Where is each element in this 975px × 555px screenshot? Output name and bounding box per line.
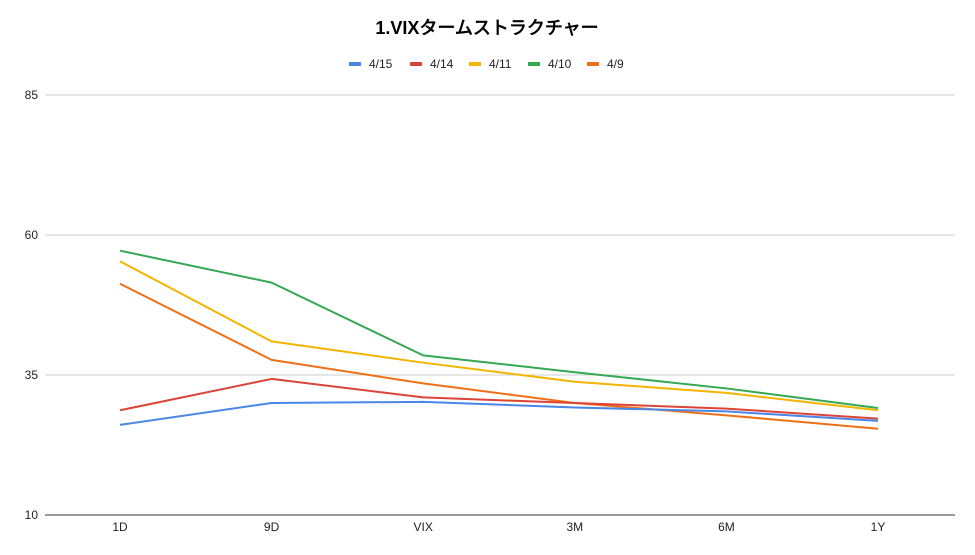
y-tick-label: 10 bbox=[25, 508, 39, 522]
series-line[interactable] bbox=[119, 377, 879, 420]
legend-label: 4/14 bbox=[430, 57, 454, 71]
series-line[interactable] bbox=[119, 249, 879, 410]
x-axis: 1D 9D VIX 3M 6M 1Y bbox=[112, 520, 885, 534]
x-tick-label: 3M bbox=[566, 520, 583, 534]
legend-label: 4/15 bbox=[369, 57, 393, 71]
legend-item[interactable]: 4/10 bbox=[528, 57, 572, 71]
legend-item[interactable]: 4/15 bbox=[349, 57, 393, 71]
y-tick-label: 35 bbox=[25, 368, 39, 382]
x-tick-label: VIX bbox=[414, 520, 433, 534]
legend-item[interactable]: 4/14 bbox=[410, 57, 454, 71]
legend-item[interactable]: 4/11 bbox=[469, 57, 512, 71]
legend: 4/15 4/14 4/11 4/10 4/9 bbox=[349, 57, 624, 71]
y-tick-label: 60 bbox=[25, 228, 39, 242]
legend-label: 4/10 bbox=[548, 57, 572, 71]
x-tick-label: 6M bbox=[718, 520, 735, 534]
series-line[interactable] bbox=[119, 282, 879, 430]
legend-item[interactable]: 4/9 bbox=[587, 57, 624, 71]
series-lines bbox=[119, 249, 879, 430]
x-tick-label: 9D bbox=[264, 520, 280, 534]
x-tick-label: 1D bbox=[112, 520, 128, 534]
x-tick-label: 1Y bbox=[871, 520, 886, 534]
y-tick-label: 85 bbox=[25, 88, 39, 102]
y-axis: 85 60 35 10 bbox=[25, 88, 39, 522]
series-line[interactable] bbox=[119, 400, 879, 426]
gridlines bbox=[45, 94, 955, 516]
chart-title: 1.VIXタームストラクチャー bbox=[375, 18, 598, 38]
legend-label: 4/9 bbox=[607, 57, 624, 71]
series-line[interactable] bbox=[119, 260, 879, 412]
legend-label: 4/11 bbox=[489, 57, 512, 71]
